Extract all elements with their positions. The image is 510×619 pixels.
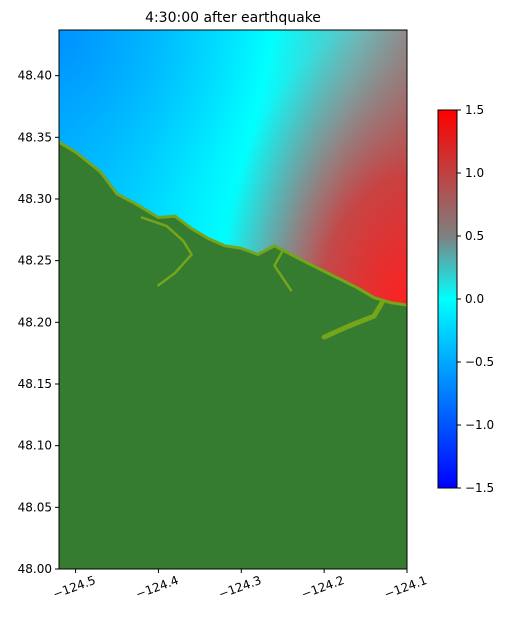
inlet-channel	[321, 300, 385, 340]
x-tick-label: −124.1	[382, 573, 429, 601]
plot-area	[59, 30, 407, 569]
y-tick-label: 48.30	[18, 192, 52, 206]
coastline	[59, 140, 407, 307]
colorbar: 1.5 1.0 0.5 0.0 −0.5 −1.0 −1.5	[437, 103, 494, 495]
colorbar-tick-label: 0.5	[465, 229, 484, 243]
chart-title: 4:30:00 after earthquake	[145, 10, 321, 26]
x-tick-label: −124.5	[51, 573, 98, 601]
y-tick-label: 48.10	[18, 439, 52, 453]
y-tick-label: 48.25	[18, 254, 52, 268]
x-tick-label: −124.2	[300, 573, 347, 601]
colorbar-ticks: 1.5 1.0 0.5 0.0 −0.5 −1.0 −1.5	[457, 103, 494, 495]
colorbar-tick-label: −0.5	[465, 355, 494, 369]
inlet-channel	[273, 249, 293, 292]
colorbar-tick-label: −1.5	[465, 481, 494, 495]
y-axis: 48.00 48.05 48.10 48.15 48.20 48.25 48.30 48.35…	[18, 69, 59, 576]
y-tick-label: 48.05	[18, 500, 52, 514]
land-mass	[59, 142, 407, 569]
inlets	[140, 216, 385, 340]
colorbar-tick-label: 0.0	[465, 292, 484, 306]
x-axis: −124.5 −124.4 −124.3 −124.2 −124.1	[51, 569, 429, 601]
x-tick-label: −124.4	[134, 573, 181, 601]
colorbar-tick-label: 1.0	[465, 166, 484, 180]
colorbar-tick-label: 1.5	[465, 103, 484, 117]
inlet-channel	[140, 216, 193, 287]
y-tick-label: 48.00	[18, 562, 52, 576]
y-tick-label: 48.20	[18, 315, 52, 329]
colorbar-gradient	[437, 109, 458, 489]
plot-frame	[58, 29, 408, 570]
y-tick-label: 48.40	[18, 69, 52, 83]
y-tick-label: 48.35	[18, 130, 52, 144]
y-tick-label: 48.15	[18, 377, 52, 391]
colorbar-tick-label: −1.0	[465, 418, 494, 432]
x-tick-label: −124.3	[217, 573, 264, 601]
